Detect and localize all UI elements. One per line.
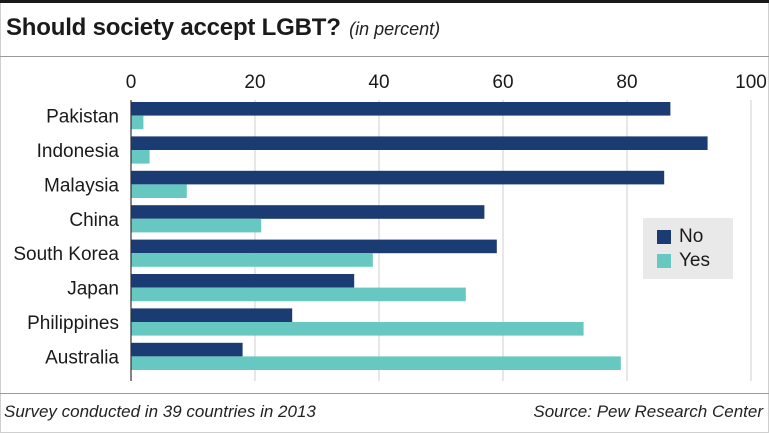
bar-yes: [131, 115, 144, 130]
category-label: Philippines: [27, 313, 119, 334]
bar-no: [131, 239, 497, 254]
x-tick-label: 20: [244, 72, 265, 93]
top-rule: [0, 0, 769, 3]
category-label: Japan: [67, 279, 119, 300]
x-tick-label: 60: [492, 72, 513, 93]
bar-no: [131, 205, 485, 219]
footer-divider: [0, 393, 769, 394]
category-label: China: [69, 210, 119, 231]
title-row: Should society accept LGBT? (in percent): [6, 14, 440, 42]
chart-title: Should society accept LGBT?: [6, 14, 341, 41]
x-tick-label: 80: [616, 72, 637, 93]
bar-no: [131, 308, 293, 322]
legend-item-yes: Yes: [657, 250, 710, 272]
bar-no: [131, 170, 665, 185]
footer-source: Source: Pew Research Center: [533, 402, 763, 421]
x-tick-label: 0: [126, 72, 137, 93]
category-label: Malaysia: [44, 175, 119, 196]
footer-note: Survey conducted in 39 countries in 2013: [4, 402, 316, 421]
bar-no: [131, 274, 355, 288]
header-divider: [0, 56, 769, 57]
legend-item-no: No: [657, 226, 703, 248]
bar-no: [131, 136, 708, 150]
legend-label-yes: Yes: [679, 250, 710, 271]
bar-yes: [131, 218, 262, 233]
legend: No Yes: [643, 218, 733, 279]
legend-swatch-yes: [657, 254, 671, 268]
chart-subtitle: (in percent): [349, 19, 441, 39]
legend-label-no: No: [679, 226, 704, 247]
bar-no: [131, 102, 671, 116]
category-label: Australia: [45, 347, 119, 368]
legend-swatch-no: [657, 230, 671, 244]
bar-yes: [131, 184, 187, 198]
category-label: South Korea: [13, 244, 119, 265]
bar-yes: [131, 356, 621, 370]
x-tick-label: 100: [735, 72, 767, 93]
category-label: Indonesia: [37, 141, 120, 162]
bar-yes: [131, 322, 584, 336]
bar-yes: [131, 287, 466, 302]
x-tick-label: 40: [368, 72, 389, 93]
bar-no: [131, 342, 243, 357]
bar-yes: [131, 253, 373, 267]
bar-yes: [131, 150, 150, 164]
category-label: Pakistan: [46, 107, 119, 128]
